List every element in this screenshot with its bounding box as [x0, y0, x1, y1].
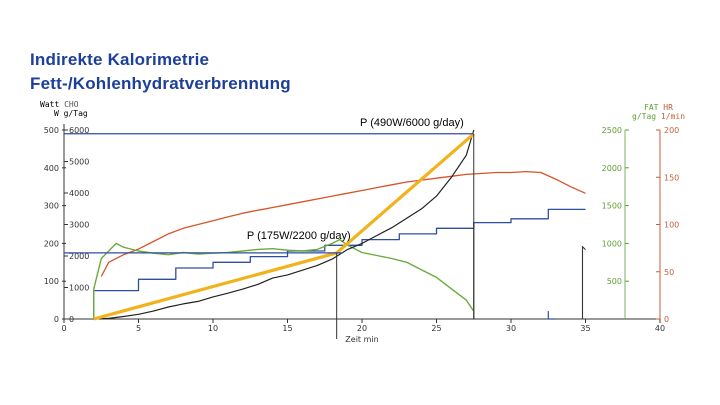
peak-annotation: P (490W/6000 g/day)	[360, 117, 464, 129]
cho-tick-label: 0	[69, 315, 74, 324]
fat-tick-label: 1500	[602, 202, 622, 211]
series-watt-line	[93, 208, 586, 319]
fat-tick-label: 1000	[602, 239, 622, 248]
chart-series	[93, 129, 586, 321]
x-tick-label: 20	[357, 324, 367, 333]
x-axis-label: Zeit min	[345, 335, 378, 344]
series-hr-line	[100, 170, 586, 277]
hr-tick-label: 200	[664, 126, 679, 135]
watt-tick-label: 300	[44, 202, 59, 211]
x-tick-label: 15	[282, 324, 292, 333]
chart-annotations: P (490W/6000 g/day) P (175W/2200 g/day)	[64, 117, 475, 339]
series-cho-tail-b-line	[581, 246, 586, 319]
right-axis-header: FAT HR g/Tag 1/min	[632, 103, 685, 121]
watt-tick-label: 100	[44, 277, 59, 286]
hr-axis-unit: 1/min	[660, 112, 686, 121]
cho-axis-label: CHO	[64, 100, 79, 109]
x-tick-label: 35	[580, 324, 590, 333]
cho-axis-unit: g/Tag	[63, 109, 88, 118]
cho-tick-label: 6000	[69, 126, 89, 135]
fat-tick-label: 500	[607, 277, 622, 286]
cho-tick-label: 3000	[69, 221, 89, 230]
x-tick-label: 0	[61, 324, 66, 333]
cho-tick-label: 4000	[69, 189, 89, 198]
threshold-annotation: P (175W/2200 g/day)	[247, 230, 351, 242]
fat-tick-label: 2500	[602, 126, 622, 135]
series-fat-line	[93, 238, 475, 319]
hr-axis-label: HR	[663, 103, 673, 112]
hr-tick-label: 0	[664, 315, 669, 324]
series-cho-line	[93, 129, 475, 320]
hr-tick-label: 50	[664, 268, 674, 277]
series-cho-tail-a-line	[547, 311, 556, 320]
series-fit-line	[93, 132, 475, 321]
chart-axes	[63, 124, 661, 320]
x-tick-label: 5	[136, 324, 141, 333]
left-axis-header: Watt CHO W g/Tag	[40, 100, 88, 118]
watt-tick-label: 500	[44, 126, 59, 135]
watt-tick-label: 400	[44, 164, 59, 173]
chart-title-line-2: Fett-/Kohlenhydratverbrennung	[30, 74, 291, 93]
cho-tick-label: 2000	[69, 252, 89, 261]
cho-tick-label: 5000	[69, 158, 89, 167]
fat-axis-label: FAT	[644, 103, 659, 112]
cho-tick-label: 1000	[69, 284, 89, 293]
x-tick-label: 25	[431, 324, 441, 333]
watt-tick-label: 0	[54, 315, 59, 324]
hr-tick-label: 150	[664, 173, 679, 182]
chart-title-line-1: Indirekte Kalorimetrie	[30, 50, 210, 69]
x-tick-label: 10	[208, 324, 218, 333]
watt-tick-label: 200	[44, 239, 59, 248]
fat-axis-unit: g/Tag	[632, 112, 657, 121]
fat-tick-label: 2000	[602, 164, 622, 173]
watt-axis-unit: Watt	[40, 100, 60, 109]
x-tick-label: 40	[655, 324, 665, 333]
hr-tick-label: 100	[664, 221, 679, 230]
x-tick-label: 30	[506, 324, 516, 333]
watt-axis-unit-short: W	[54, 109, 59, 118]
